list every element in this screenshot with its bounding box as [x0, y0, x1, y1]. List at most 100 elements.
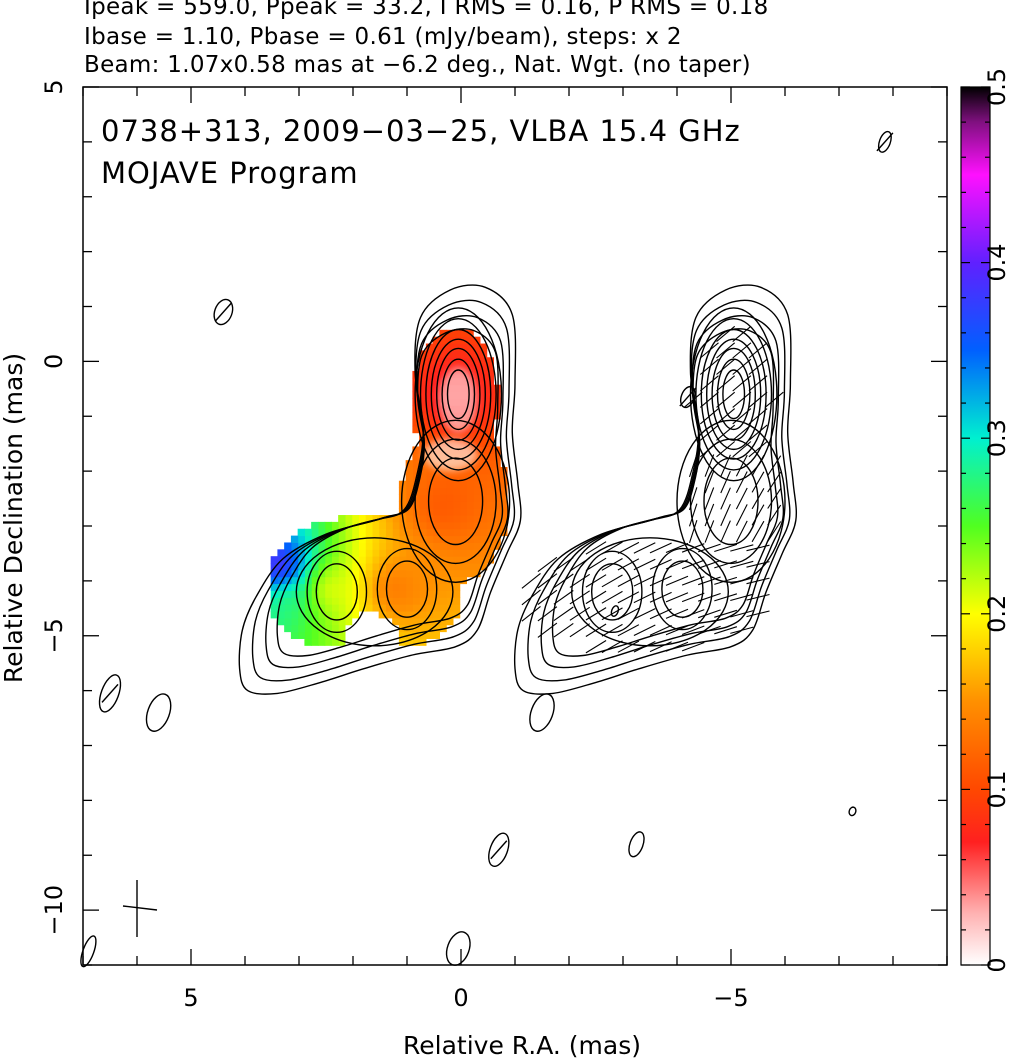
fpol-pixel [452, 480, 461, 489]
fpol-pixel [419, 377, 427, 386]
fpol-pixel [324, 590, 332, 598]
fpol-pixel [452, 521, 461, 530]
fpol-pixel [432, 508, 440, 516]
fpol-pixel [432, 350, 440, 358]
fpol-pixel [351, 549, 359, 557]
fpol-pixel [405, 515, 413, 523]
fpol-pixel [473, 528, 481, 537]
fpol-pixel [412, 617, 420, 626]
fpol-pixel [317, 542, 326, 550]
contour-envelope [238, 284, 522, 695]
contour-core [435, 347, 481, 441]
evpa-tick [585, 541, 607, 555]
fpol-pixel [473, 343, 481, 351]
evpa-tick [714, 543, 738, 553]
fpol-pixel [412, 460, 420, 468]
fpol-pixel [452, 563, 461, 571]
contour-knot [590, 563, 634, 621]
fpol-pixel [311, 631, 319, 639]
fpol-pixel [331, 521, 339, 530]
fpol-pixel [479, 425, 488, 434]
contour-knot [652, 547, 713, 631]
fpol-pixel [459, 515, 467, 523]
fpol-pixel [473, 467, 481, 475]
fpol-pixel [473, 357, 481, 365]
fpol-pixel [473, 480, 481, 489]
fpol-pixel [405, 467, 413, 475]
evpa-tick [720, 470, 731, 494]
fpol-pixel [277, 617, 285, 626]
fpol-pixel [419, 521, 427, 530]
evpa-tick [732, 408, 752, 425]
fpol-pixel [486, 508, 494, 516]
fpol-pixel [412, 569, 420, 578]
fpol-pixel [270, 604, 278, 612]
fpol-pixel [324, 535, 332, 543]
fpol-pixel [412, 549, 420, 557]
fpol-pixel [331, 597, 339, 605]
fpol-pixel [473, 405, 481, 413]
colorbar-tick-label: 0.4 [983, 244, 1011, 282]
evpa-tick [633, 641, 656, 653]
contour-knot [315, 563, 359, 621]
fpol-pixel [338, 590, 346, 598]
fpol-pixel [297, 604, 305, 612]
evpa-tick [601, 623, 623, 637]
fpol-pixel [500, 487, 508, 495]
fpol-pixel [378, 521, 386, 530]
evpa-tick [699, 375, 719, 392]
contour-core [700, 328, 767, 460]
fpol-pixel [459, 473, 467, 482]
fpol-pixel [338, 604, 346, 612]
fpol-pixel [419, 569, 427, 578]
fpol-pixel [405, 460, 413, 468]
fpol-pixel [452, 542, 461, 550]
fpol-pixel [425, 370, 434, 379]
fpol-pixel [500, 508, 508, 516]
fpol-pixel [331, 604, 339, 612]
fpol-pixel [479, 480, 488, 489]
fpol-pixel [473, 425, 481, 434]
evpa-tick [704, 454, 715, 477]
evpa-tick [748, 408, 768, 425]
fpol-pixel [338, 631, 346, 639]
contour-core [446, 369, 470, 420]
fpol-pixel [398, 521, 407, 530]
evpa-tick [746, 577, 770, 585]
fpol-pixel [317, 528, 326, 537]
evpa-tick [585, 607, 607, 621]
x-tick-label: 0 [453, 984, 468, 1012]
fpol-pixel [405, 604, 413, 612]
fpol-pixel [425, 528, 434, 537]
contour-knot [414, 438, 497, 565]
evpa-tick [649, 641, 672, 653]
fpol-pixel [405, 480, 413, 489]
fpol-pixel [473, 384, 481, 393]
fpol-pixel [473, 439, 481, 447]
fpol-pixel [459, 329, 467, 338]
fpol-pixel [277, 590, 285, 598]
fpol-pixel [432, 549, 440, 557]
fpol-pixel [344, 528, 353, 537]
fpol-pixel [304, 590, 312, 598]
fpol-pixel [479, 343, 488, 351]
fpol-pixel [473, 569, 481, 578]
fpol-pixel [331, 549, 339, 557]
fpol-pixel [331, 542, 339, 550]
fpol-pixel [311, 638, 319, 646]
fpol-pixel [446, 617, 454, 626]
fpol-pixel [304, 535, 312, 543]
contour-core [441, 358, 476, 431]
contour-knot [581, 550, 643, 634]
fpol-pixel [317, 576, 326, 585]
fpol-pixel [493, 473, 501, 482]
fpol-pixel [344, 597, 353, 605]
fpol-pixel [378, 611, 386, 619]
evpa-tick [649, 624, 672, 636]
fpol-pixel [479, 405, 488, 413]
fpol-pixel [371, 549, 380, 557]
fpol-pixel [466, 357, 474, 365]
fpol-pixel [405, 624, 413, 633]
fpol-pixel [419, 467, 427, 475]
fpol-pixel [297, 624, 305, 633]
